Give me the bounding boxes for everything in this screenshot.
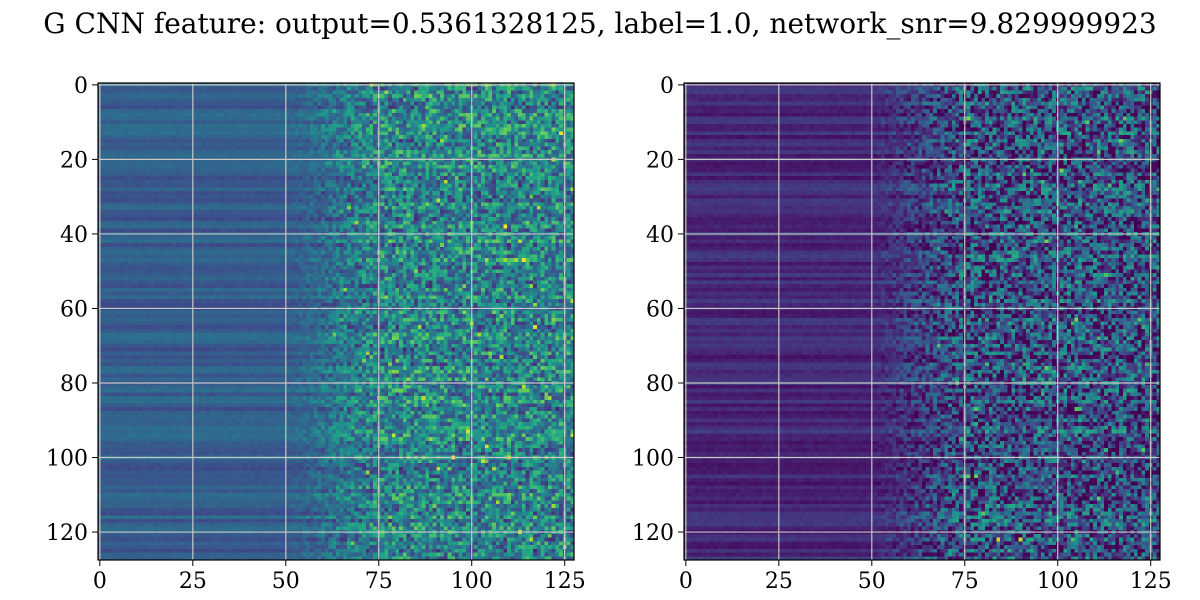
heatmap-panel-left: 0 25 50 75 100 125 0 20 40 60 80 100 120 xyxy=(46,74,586,594)
x-tick-label: 50 xyxy=(272,569,300,594)
x-tick-label: 100 xyxy=(451,569,493,594)
x-tick-label: 125 xyxy=(544,569,586,594)
y-tick-label: 0 xyxy=(74,74,88,99)
y-tick-label: 80 xyxy=(60,372,88,397)
y-tick-label: 100 xyxy=(632,447,674,472)
y-tick-label: 20 xyxy=(646,148,674,173)
y-tick-label: 20 xyxy=(60,148,88,173)
y-tick-label: 100 xyxy=(46,447,88,472)
y-tick-label: 120 xyxy=(46,521,88,546)
x-tick-label: 0 xyxy=(679,569,693,594)
y-tick-label: 60 xyxy=(646,297,674,322)
x-tick-label: 25 xyxy=(765,569,793,594)
x-tick-label: 0 xyxy=(93,569,107,594)
heatmap-cells xyxy=(684,83,1160,560)
y-tick-label: 0 xyxy=(660,74,674,99)
heatmap-panel-right: 0 25 50 75 100 125 0 20 40 60 80 100 120 xyxy=(632,74,1172,594)
axes-frame xyxy=(683,82,1161,561)
y-tick-label: 40 xyxy=(646,223,674,248)
x-tick-label: 125 xyxy=(1130,569,1172,594)
x-tick-label: 50 xyxy=(858,569,886,594)
y-tick-label: 80 xyxy=(646,372,674,397)
x-tick-label: 75 xyxy=(951,569,979,594)
y-tick-label: 40 xyxy=(60,223,88,248)
y-tick-label: 60 xyxy=(60,297,88,322)
figure-title: G CNN feature: output=0.5361328125, labe… xyxy=(43,7,1157,40)
heatmap-cells xyxy=(98,83,574,560)
axes-frame xyxy=(97,82,575,561)
x-tick-label: 100 xyxy=(1037,569,1079,594)
x-tick-label: 75 xyxy=(365,569,393,594)
x-tick-label: 25 xyxy=(179,569,207,594)
y-tick-label: 120 xyxy=(632,521,674,546)
